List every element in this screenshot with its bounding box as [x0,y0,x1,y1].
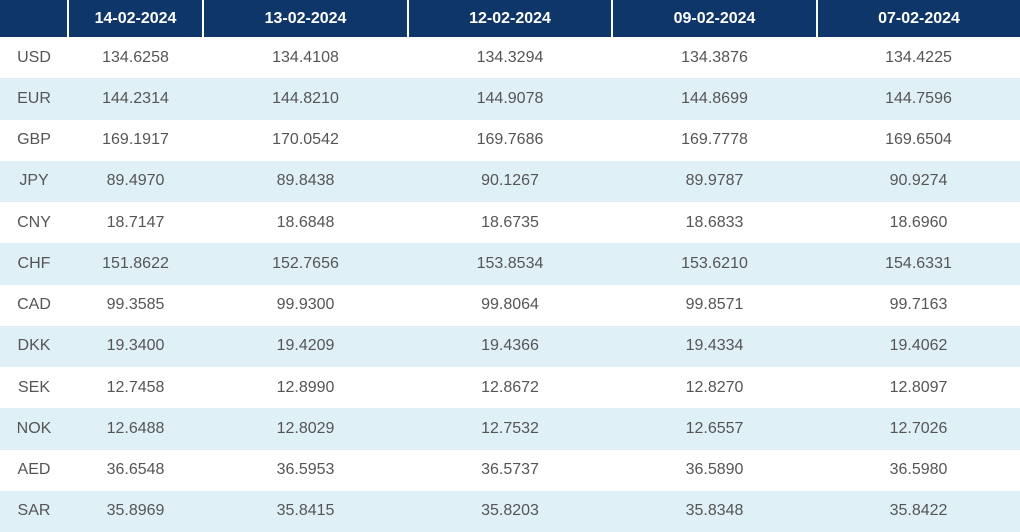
currency-row: CNY 18.7147 18.6848 18.6735 18.6833 18.6960 [0,202,1020,243]
rate-cell: 99.9300 [276,296,335,314]
rate-cell: 12.7026 [817,408,1020,450]
date-header: 07-02-2024 [816,0,1020,37]
rate-cell: 99.3585 [106,296,165,314]
rate-cell: 35.8415 [203,490,408,532]
rate-cell: 153.8534 [408,243,612,285]
currency-code: CAD [17,296,51,314]
rate-cell: 99.8571 [685,296,744,314]
rate-cell: 19.4366 [408,325,612,367]
rate-cell: 12.8990 [276,378,335,396]
currency-code: CNY [17,213,51,231]
rate-cell: 12.7532 [408,408,612,450]
currency-row: JPY 89.4970 89.8438 90.1267 89.9787 90.9274 [0,160,1020,202]
rate-cell: 90.1267 [408,160,612,202]
currency-row: CHF 151.8622 152.7656 153.8534 153.6210 154.6… [0,243,1020,285]
table-header: 14-02-2024 13-02-2024 12-02-2024 09-02-2024… [0,0,1020,37]
rate-cell: 89.8438 [203,160,408,202]
currency-row: SAR 35.8969 35.8415 35.8203 35.8348 35.8422 [0,490,1020,532]
currency-code: SEK [17,378,50,396]
currency-row: SEK 12.7458 12.8990 12.8672 12.8270 12.8097 [0,367,1020,408]
rate-cell: 35.8969 [68,490,203,532]
rate-cell: 154.6331 [817,243,1020,285]
rate-cell: 12.7458 [106,378,165,396]
currency-row: CAD 99.3585 99.9300 99.8064 99.8571 99.7163 [0,285,1020,326]
rate-cell: 12.8270 [685,378,744,396]
rate-cell: 134.3876 [681,48,748,66]
rate-cell: 144.8699 [612,78,817,120]
rate-cell: 169.6504 [885,131,952,149]
currency-row: EUR 144.2314 144.8210 144.9078 144.8699 144.7… [0,78,1020,120]
rate-cell: 18.7147 [106,213,165,231]
currency-code: DKK [0,325,68,367]
rate-cell: 36.5980 [889,461,948,479]
rate-cell: 99.7163 [889,296,948,314]
rate-cell: 152.7656 [203,243,408,285]
rate-cell: 36.5890 [685,461,744,479]
currency-code: USD [17,48,51,66]
header-corner [0,0,68,37]
rate-cell: 90.9274 [817,160,1020,202]
currency-row: USD 134.6258 134.4108 134.3294 134.3876 134.4… [0,37,1020,78]
rate-cell: 144.7596 [817,78,1020,120]
rate-cell: 170.0542 [272,131,339,149]
date-header: 12-02-2024 [407,0,612,37]
currency-code: GBP [17,131,51,149]
currency-code: EUR [0,78,68,120]
rate-cell: 144.8210 [203,78,408,120]
rate-cell: 18.6833 [685,213,744,231]
date-header: 13-02-2024 [202,0,408,37]
currency-row: NOK 12.6488 12.8029 12.7532 12.6557 12.7026 [0,408,1020,450]
rate-cell: 12.8029 [203,408,408,450]
rate-cell: 134.3294 [476,48,544,66]
rate-cell: 169.7686 [476,131,544,149]
rate-cell: 35.8203 [408,490,612,532]
currency-code: AED [17,461,51,479]
table-body: USD 134.6258 134.4108 134.3294 134.3876 134.4… [0,37,1020,532]
rate-cell: 169.7778 [681,131,748,149]
rate-cell: 134.4108 [272,48,339,66]
rate-cell: 19.4209 [203,325,408,367]
rate-cell: 36.6548 [106,461,165,479]
rate-cell: 12.6488 [68,408,203,450]
rate-cell: 99.8064 [481,296,539,314]
currency-row: GBP 169.1917 170.0542 169.7686 169.7778 169.6… [0,120,1020,161]
currency-code: JPY [0,160,68,202]
rate-cell: 89.4970 [68,160,203,202]
currency-code: SAR [0,490,68,532]
rate-cell: 19.4334 [612,325,817,367]
rate-cell: 19.4062 [817,325,1020,367]
currency-row: AED 36.6548 36.5953 36.5737 36.5890 36.5980 [0,450,1020,491]
currency-code: CHF [0,243,68,285]
rate-cell: 151.8622 [68,243,203,285]
currency-code: NOK [0,408,68,450]
rate-cell: 144.9078 [408,78,612,120]
rate-cell: 36.5953 [276,461,335,479]
rate-cell: 12.8097 [889,378,948,396]
rate-cell: 19.3400 [68,325,203,367]
rate-cell: 153.6210 [612,243,817,285]
date-header: 09-02-2024 [611,0,817,37]
date-header: 14-02-2024 [67,0,203,37]
rate-cell: 18.6735 [481,213,539,231]
rate-cell: 35.8422 [817,490,1020,532]
rate-cell: 12.6557 [612,408,817,450]
rate-cell: 36.5737 [481,461,539,479]
rate-cell: 134.6258 [102,48,169,66]
rate-cell: 134.4225 [885,48,952,66]
rate-cell: 18.6848 [276,213,335,231]
rate-cell: 144.2314 [68,78,203,120]
currency-row: DKK 19.3400 19.4209 19.4366 19.4334 19.4062 [0,325,1020,367]
rate-cell: 18.6960 [889,213,948,231]
rate-cell: 12.8672 [481,378,539,396]
rate-cell: 35.8348 [612,490,817,532]
header-row: 14-02-2024 13-02-2024 12-02-2024 09-02-2024… [0,0,1020,37]
rate-cell: 169.1917 [102,131,169,149]
rate-cell: 89.9787 [612,160,817,202]
